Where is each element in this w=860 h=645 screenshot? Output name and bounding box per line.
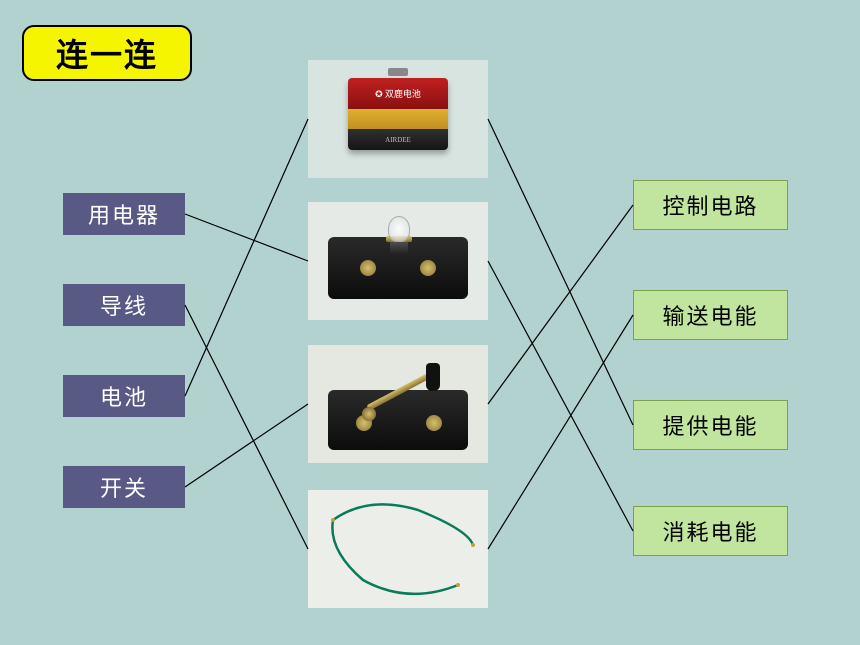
photo-battery: ✪ 双鹿电池 AIRDEE	[308, 60, 488, 178]
title-text: 连一连	[56, 30, 158, 76]
left-label-text: 导线	[100, 289, 148, 321]
wire-svg	[308, 490, 488, 608]
right-label-consume: 消耗电能	[633, 506, 788, 556]
bulb-socket	[390, 240, 408, 254]
right-label-text: 控制电路	[662, 189, 758, 221]
switch-terminal-right	[426, 415, 442, 431]
left-label-appliance: 用电器	[63, 193, 185, 235]
switch-knob	[426, 363, 440, 391]
photo-wire	[308, 490, 488, 608]
right-label-text: 消耗电能	[662, 515, 758, 547]
switch-base	[328, 390, 468, 450]
battery-label-bottom: AIRDEE	[348, 129, 448, 150]
bulb-glass	[388, 216, 410, 242]
right-label-transmit: 输送电能	[633, 290, 788, 340]
switch-pivot	[362, 407, 376, 421]
right-label-text: 输送电能	[662, 299, 758, 331]
bulb-terminal-left	[360, 260, 376, 276]
right-label-text: 提供电能	[662, 409, 758, 441]
left-label-switch: 开关	[63, 466, 185, 508]
battery-body: ✪ 双鹿电池 AIRDEE	[348, 78, 448, 150]
left-label-text: 电池	[100, 380, 148, 412]
battery-label-top: ✪ 双鹿电池	[348, 78, 448, 109]
title-box: 连一连	[22, 25, 192, 81]
battery-band	[348, 109, 448, 130]
bulb-terminal-right	[420, 260, 436, 276]
left-label-wire: 导线	[63, 284, 185, 326]
battery-cap	[388, 68, 408, 76]
left-label-battery: 电池	[63, 375, 185, 417]
left-label-text: 开关	[100, 471, 148, 503]
photo-switch	[308, 345, 488, 463]
right-label-provide: 提供电能	[633, 400, 788, 450]
left-label-text: 用电器	[88, 198, 160, 230]
right-label-control: 控制电路	[633, 180, 788, 230]
photo-bulb	[308, 202, 488, 320]
